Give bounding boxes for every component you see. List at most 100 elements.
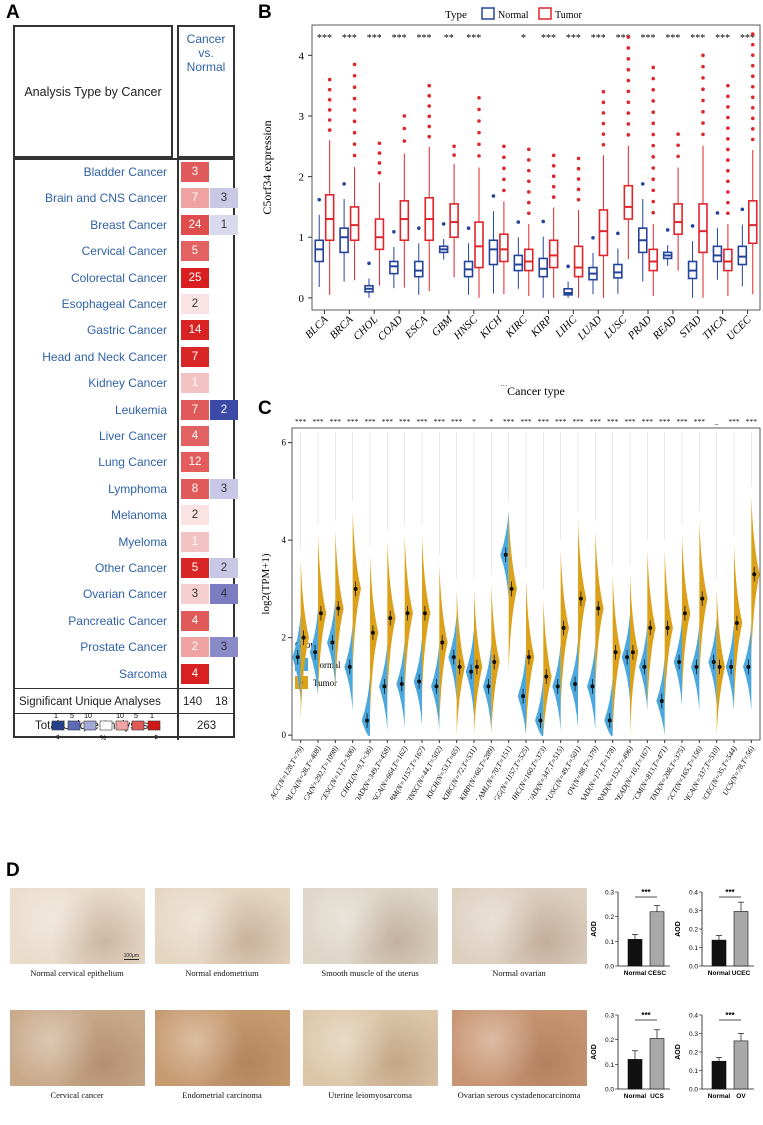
- normal-violin: [535, 676, 544, 737]
- outlier-point: [601, 121, 606, 126]
- outlier-point: [626, 100, 631, 105]
- significance-label: ***: [665, 33, 680, 44]
- outlier-point: [640, 182, 645, 186]
- outlier-point: [377, 171, 382, 175]
- up-count-cell: 7: [181, 346, 209, 367]
- tumor-violin: [439, 564, 448, 726]
- cancer-row: Melanoma 2: [15, 503, 233, 527]
- tumor-box: [723, 248, 733, 272]
- outlier-point: [616, 231, 620, 236]
- cancer-name: Lymphoma: [108, 481, 167, 496]
- cancer-name: Esophageal Cancer: [61, 297, 167, 311]
- ihc-caption: Normal cervical epithelium: [30, 968, 124, 978]
- outlier-point: [402, 139, 407, 143]
- outlier-point: [601, 111, 606, 115]
- tumor-violin: [543, 598, 552, 736]
- outlier-point: [601, 100, 606, 105]
- outlier-point: [576, 187, 581, 192]
- tumor-violin: [370, 554, 379, 716]
- outlier-point: [541, 219, 546, 224]
- ihc-caption: Cervical cancer: [50, 1090, 104, 1100]
- y-tick-label: 0.2: [689, 927, 698, 934]
- tumor-violin: [682, 535, 691, 697]
- outlier-point: [701, 121, 705, 125]
- y-tick-label: 3: [299, 111, 305, 123]
- outlier-point: [690, 224, 695, 228]
- up-count-cell: 4: [181, 663, 209, 684]
- outlier-point: [726, 179, 730, 184]
- ihc-caption: Normal endometrium: [185, 968, 259, 978]
- outlier-point: [626, 67, 631, 72]
- y-tick-label: 0.1: [605, 1062, 614, 1069]
- tumor-violin: [560, 549, 569, 711]
- significance-label: ***: [616, 33, 631, 44]
- x-tick-label: LIHC: [553, 313, 580, 340]
- y-tick-label: 1: [299, 232, 305, 244]
- legend-swatch: [115, 720, 129, 731]
- outlier-point: [626, 78, 631, 83]
- legend-label: Tumor: [555, 10, 583, 21]
- outlier-point: [551, 195, 556, 199]
- x-tick-label: Normal: [624, 970, 647, 977]
- significance-label: *: [472, 417, 476, 426]
- cancer-row: Liver Cancer 4: [15, 424, 233, 448]
- y-tick-label: 4: [282, 535, 287, 545]
- tumor-violin: [352, 510, 361, 672]
- significance-label: ***: [740, 33, 755, 44]
- outlier-point: [750, 105, 755, 110]
- ihc-image: [155, 1010, 290, 1086]
- cancer-name: Other Cancer: [94, 561, 167, 575]
- down-count-cell: 3: [210, 188, 238, 209]
- outlier-point: [651, 210, 656, 215]
- outlier-point: [676, 132, 680, 136]
- x-tick-label: Normal: [708, 1093, 731, 1100]
- significance-label: ***: [520, 417, 532, 426]
- tumor-violin: [734, 545, 743, 706]
- tumor-violin: [630, 574, 639, 736]
- outlier-point: [327, 128, 332, 132]
- up-count-cell: 12: [181, 452, 209, 473]
- significance-label: ***: [312, 417, 324, 426]
- significance-label: ***: [725, 1011, 735, 1020]
- up-count-cell: 8: [181, 478, 209, 499]
- aod-bar-chart: 0.0 0.1 0.2 0.3 AOD Normal CESC ***: [591, 888, 670, 977]
- legend-label: 5: [70, 713, 74, 720]
- outlier-point: [651, 166, 656, 170]
- y-tick-label: 0.0: [605, 1087, 614, 1094]
- color-legend: 1 5 10 10 5 1%: [51, 713, 161, 742]
- y-tick-label: 0: [299, 293, 305, 305]
- outlier-point: [352, 142, 357, 146]
- significance-label: ***: [590, 417, 602, 426]
- outlier-point: [740, 207, 745, 212]
- significance-label: ***: [538, 417, 550, 426]
- down-count-cell: 4: [210, 584, 238, 605]
- outlier-point: [601, 142, 606, 147]
- legend-label: 10: [84, 713, 92, 720]
- outlier-point: [726, 83, 730, 88]
- significance-label: ***: [641, 888, 651, 897]
- tumor-box: [399, 200, 410, 242]
- cancer-name: Gastric Cancer: [86, 323, 167, 338]
- outlier-point: [726, 105, 730, 109]
- x-tick-label: KIRC: [503, 313, 530, 340]
- outlier-point: [377, 161, 382, 165]
- outlier-point: [427, 104, 432, 108]
- up-count-cell: 25: [181, 267, 209, 288]
- tumor-box: [573, 245, 584, 278]
- ihc-image: [10, 1010, 145, 1086]
- cancer-row: Pancreatic Cancer 4: [15, 609, 233, 633]
- header-line-2: vs.: [198, 46, 214, 60]
- outlier-point: [452, 153, 456, 157]
- x-tick-label: ESCA: [402, 313, 430, 341]
- panel-d-letter: D: [6, 860, 20, 881]
- normal-box: [413, 260, 424, 278]
- outlier-point: [377, 141, 382, 146]
- ihc-caption: Ovarian serous cystadenocarcinoma: [457, 1090, 581, 1100]
- outlier-point: [750, 63, 755, 68]
- outlier-point: [676, 154, 680, 159]
- cancer-name: Brain and CNS Cancer: [44, 191, 167, 206]
- outlier-point: [750, 116, 755, 121]
- outlier-point: [502, 166, 506, 171]
- down-count-cell: 2: [210, 399, 238, 420]
- y-axis-label: AOD: [675, 1044, 682, 1060]
